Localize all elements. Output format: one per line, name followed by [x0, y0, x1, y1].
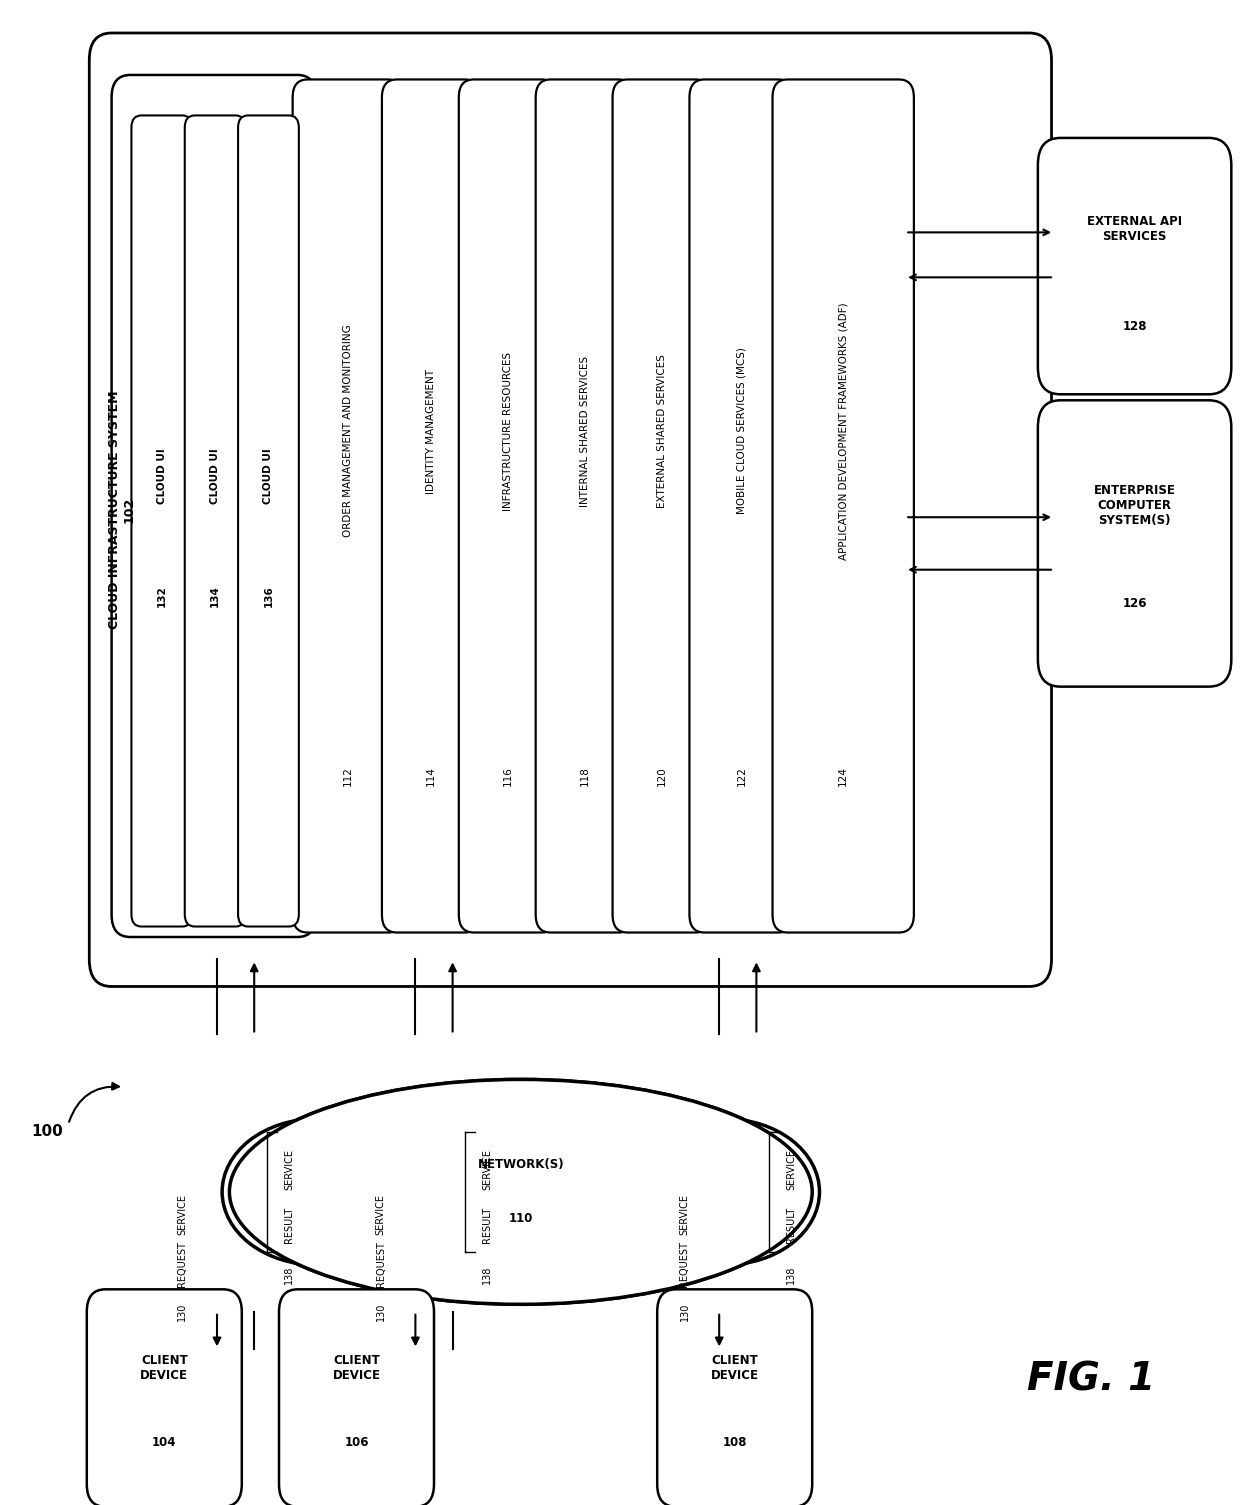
Text: CLIENT
DEVICE: CLIENT DEVICE: [711, 1354, 759, 1382]
Text: 130: 130: [177, 1303, 187, 1321]
Text: RESULT: RESULT: [284, 1207, 294, 1243]
FancyBboxPatch shape: [131, 116, 192, 927]
Text: SERVICE: SERVICE: [177, 1193, 187, 1236]
FancyBboxPatch shape: [459, 80, 557, 933]
Text: 110: 110: [508, 1213, 533, 1225]
Text: CLOUD UI: CLOUD UI: [210, 448, 221, 504]
FancyBboxPatch shape: [112, 75, 316, 938]
Text: 138: 138: [284, 1266, 294, 1284]
Text: 108: 108: [723, 1436, 746, 1449]
Text: 118: 118: [579, 766, 590, 786]
Text: EXTERNAL API
SERVICES: EXTERNAL API SERVICES: [1087, 215, 1182, 242]
Ellipse shape: [652, 1130, 797, 1254]
Text: 106: 106: [345, 1436, 368, 1449]
Text: ENTERPRISE
COMPUTER
SYSTEM(S): ENTERPRISE COMPUTER SYSTEM(S): [1094, 485, 1176, 527]
Ellipse shape: [630, 1118, 820, 1266]
Text: 130: 130: [680, 1303, 689, 1321]
FancyBboxPatch shape: [613, 80, 711, 933]
FancyBboxPatch shape: [279, 1290, 434, 1505]
Text: SERVICE: SERVICE: [376, 1193, 386, 1236]
Text: 138: 138: [786, 1266, 796, 1284]
Text: CLIENT
DEVICE: CLIENT DEVICE: [140, 1354, 188, 1382]
FancyBboxPatch shape: [657, 1290, 812, 1505]
Text: CLOUD UI: CLOUD UI: [263, 448, 274, 504]
Text: CLIENT
DEVICE: CLIENT DEVICE: [332, 1354, 381, 1382]
FancyBboxPatch shape: [293, 80, 403, 933]
Text: 126: 126: [1122, 597, 1147, 610]
Text: 100: 100: [31, 1124, 63, 1139]
Text: INTERNAL SHARED SERVICES: INTERNAL SHARED SERVICES: [579, 355, 590, 507]
Text: SERVICE: SERVICE: [786, 1148, 796, 1190]
Text: 136: 136: [263, 585, 274, 607]
Text: INFRASTRUCTURE RESOURCES: INFRASTRUCTURE RESOURCES: [502, 352, 513, 510]
Text: SERVICE: SERVICE: [482, 1148, 492, 1190]
Text: 114: 114: [425, 766, 436, 786]
Ellipse shape: [222, 1118, 412, 1266]
Text: 138: 138: [482, 1266, 492, 1284]
Text: REQUEST: REQUEST: [680, 1242, 689, 1287]
Text: SERVICE: SERVICE: [284, 1148, 294, 1190]
Text: RESULT: RESULT: [786, 1207, 796, 1243]
Ellipse shape: [229, 1079, 812, 1305]
Text: 116: 116: [502, 766, 513, 786]
Text: SERVICE: SERVICE: [680, 1193, 689, 1236]
Text: MOBILE CLOUD SERVICES (MCS): MOBILE CLOUD SERVICES (MCS): [737, 348, 746, 515]
Text: RESULT: RESULT: [482, 1207, 492, 1243]
Ellipse shape: [229, 1079, 812, 1305]
FancyBboxPatch shape: [89, 33, 1052, 986]
Text: ORDER MANAGEMENT AND MONITORING: ORDER MANAGEMENT AND MONITORING: [342, 325, 353, 537]
Text: REQUEST: REQUEST: [376, 1242, 386, 1287]
Text: IDENTITY MANAGEMENT: IDENTITY MANAGEMENT: [425, 369, 436, 494]
Text: APPLICATION DEVELOPMENT FRAMEWORKS (ADF): APPLICATION DEVELOPMENT FRAMEWORKS (ADF): [838, 303, 848, 560]
FancyBboxPatch shape: [185, 116, 246, 927]
FancyBboxPatch shape: [382, 80, 480, 933]
FancyBboxPatch shape: [87, 1290, 242, 1505]
Text: 130: 130: [376, 1303, 386, 1321]
Ellipse shape: [244, 1130, 389, 1254]
Text: 120: 120: [656, 766, 667, 786]
Text: 124: 124: [838, 766, 848, 786]
FancyBboxPatch shape: [689, 80, 794, 933]
Text: CLOUD INFRASTRUCTURE SYSTEM
102: CLOUD INFRASTRUCTURE SYSTEM 102: [108, 390, 135, 629]
Text: 104: 104: [153, 1436, 176, 1449]
FancyBboxPatch shape: [1038, 138, 1231, 394]
Text: REQUEST: REQUEST: [177, 1242, 187, 1287]
Text: 134: 134: [210, 585, 221, 607]
FancyBboxPatch shape: [1038, 400, 1231, 686]
FancyBboxPatch shape: [536, 80, 634, 933]
Text: NETWORK(S): NETWORK(S): [477, 1159, 564, 1171]
Text: 128: 128: [1122, 319, 1147, 333]
Text: 122: 122: [737, 766, 746, 786]
Text: FIG. 1: FIG. 1: [1027, 1361, 1156, 1398]
Text: 112: 112: [342, 766, 353, 786]
FancyBboxPatch shape: [238, 116, 299, 927]
Text: 132: 132: [156, 585, 167, 607]
Text: CLOUD UI: CLOUD UI: [156, 448, 167, 504]
FancyBboxPatch shape: [773, 80, 914, 933]
Text: EXTERNAL SHARED SERVICES: EXTERNAL SHARED SERVICES: [656, 354, 667, 509]
